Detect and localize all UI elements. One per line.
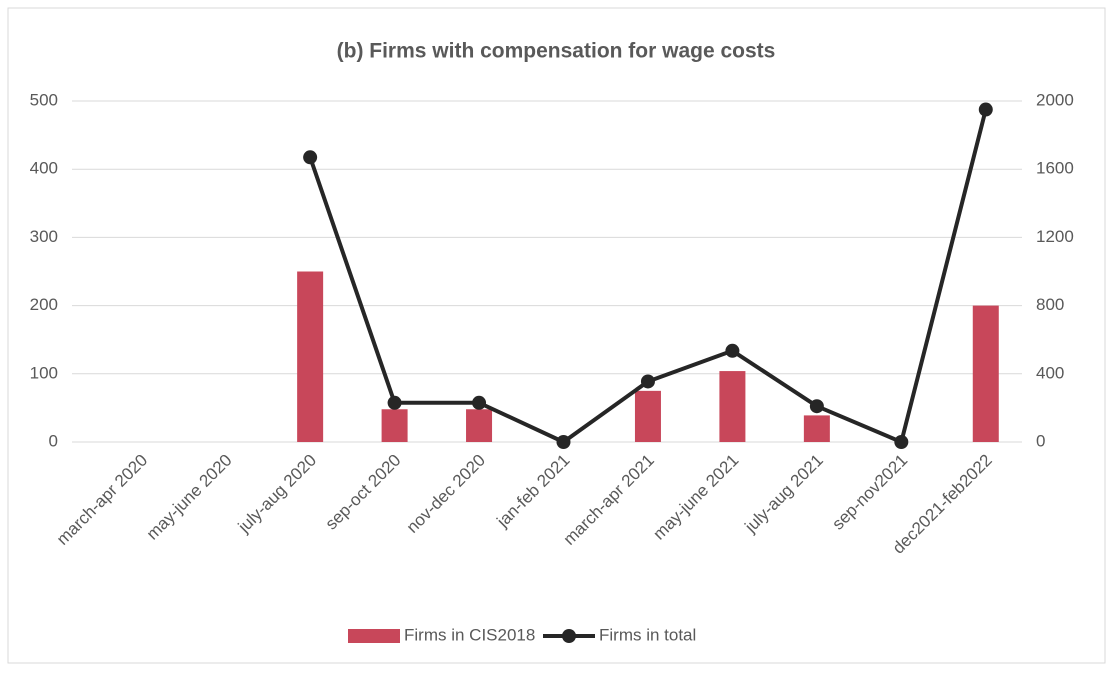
bar bbox=[803, 415, 830, 442]
bar bbox=[297, 271, 324, 442]
legend-label: Firms in CIS2018 bbox=[404, 625, 535, 644]
y2-tick-label: 2000 bbox=[1036, 90, 1074, 109]
y-tick-label: 400 bbox=[30, 159, 58, 178]
bar bbox=[719, 371, 746, 442]
line-point bbox=[894, 435, 909, 449]
y-tick-label: 100 bbox=[30, 363, 58, 382]
bar bbox=[634, 390, 661, 442]
chart-border bbox=[7, 7, 1106, 664]
y2-tick-label: 1200 bbox=[1036, 227, 1074, 246]
y-tick-label: 200 bbox=[30, 295, 58, 314]
line-point bbox=[387, 395, 402, 410]
y-tick-label: 300 bbox=[30, 227, 58, 246]
legend-swatch bbox=[562, 629, 576, 643]
line-point bbox=[556, 435, 571, 449]
bar bbox=[972, 305, 999, 442]
legend-swatch bbox=[348, 629, 400, 643]
y2-tick-label: 400 bbox=[1036, 363, 1064, 382]
line-point bbox=[809, 399, 824, 414]
y-tick-label: 0 bbox=[49, 431, 58, 450]
legend-label: Firms in total bbox=[599, 625, 696, 644]
line-point bbox=[640, 374, 655, 389]
line-point bbox=[303, 150, 318, 165]
y-tick-label: 500 bbox=[30, 90, 58, 109]
bar bbox=[466, 409, 493, 442]
bar bbox=[381, 409, 408, 442]
line-point bbox=[472, 395, 487, 410]
chart-title: (b) Firms with compensation for wage cos… bbox=[337, 40, 776, 63]
line-point bbox=[725, 343, 740, 358]
line-point bbox=[978, 102, 993, 117]
y2-tick-label: 800 bbox=[1036, 295, 1064, 314]
y2-tick-label: 1600 bbox=[1036, 159, 1074, 178]
y2-tick-label: 0 bbox=[1036, 431, 1045, 450]
